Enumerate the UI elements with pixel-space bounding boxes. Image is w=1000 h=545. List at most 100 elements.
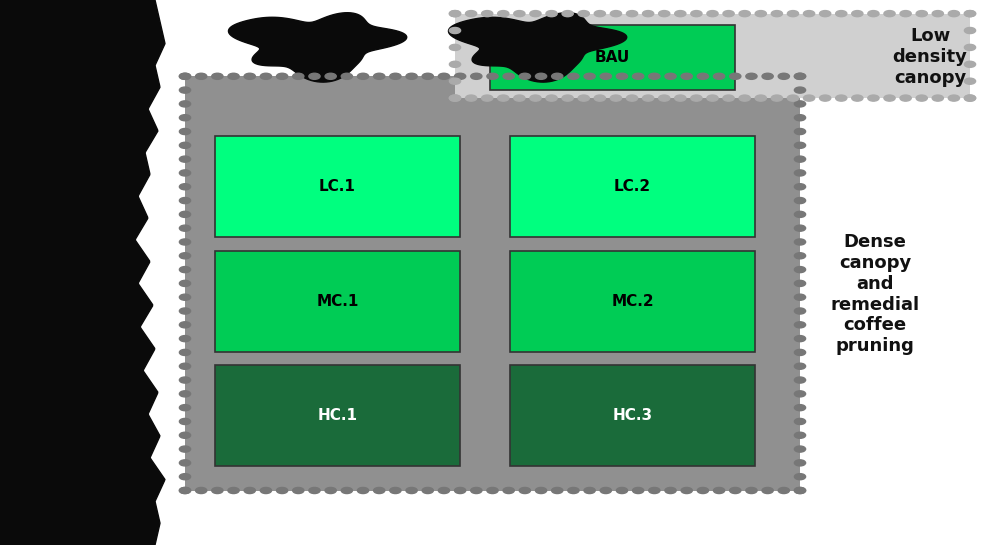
Circle shape [820, 95, 831, 101]
Circle shape [762, 487, 773, 494]
Circle shape [179, 377, 191, 383]
Circle shape [755, 95, 766, 101]
Circle shape [179, 156, 191, 162]
Circle shape [228, 487, 239, 494]
Circle shape [179, 114, 191, 121]
Circle shape [179, 487, 191, 494]
Circle shape [179, 129, 191, 135]
Circle shape [449, 61, 461, 68]
Circle shape [498, 95, 509, 101]
Circle shape [964, 95, 976, 101]
Circle shape [633, 487, 644, 494]
Circle shape [374, 487, 385, 494]
Circle shape [179, 197, 191, 204]
Circle shape [179, 432, 191, 438]
Circle shape [341, 487, 352, 494]
Circle shape [471, 487, 482, 494]
Circle shape [244, 487, 255, 494]
Circle shape [179, 419, 191, 425]
Circle shape [778, 487, 789, 494]
Circle shape [626, 10, 638, 17]
Circle shape [422, 73, 433, 80]
Circle shape [659, 10, 670, 17]
Circle shape [730, 487, 741, 494]
Circle shape [948, 95, 960, 101]
Circle shape [643, 95, 654, 101]
Circle shape [179, 225, 191, 231]
Circle shape [455, 487, 466, 494]
Circle shape [794, 446, 806, 452]
Circle shape [179, 336, 191, 342]
Circle shape [179, 391, 191, 397]
Circle shape [794, 225, 806, 231]
Bar [490, 25, 735, 90]
Circle shape [406, 73, 417, 80]
Circle shape [309, 487, 320, 494]
Circle shape [449, 44, 461, 51]
Circle shape [600, 487, 611, 494]
Circle shape [916, 95, 927, 101]
Text: Low
density
canopy: Low density canopy [893, 27, 967, 87]
Circle shape [794, 73, 806, 80]
Circle shape [179, 363, 191, 370]
Circle shape [755, 10, 766, 17]
Circle shape [260, 487, 272, 494]
Circle shape [794, 280, 806, 287]
Circle shape [514, 10, 525, 17]
Circle shape [852, 10, 863, 17]
Circle shape [179, 239, 191, 245]
Circle shape [659, 95, 670, 101]
Circle shape [771, 95, 782, 101]
Circle shape [681, 487, 692, 494]
Circle shape [562, 10, 573, 17]
Circle shape [916, 10, 927, 17]
Bar [455, 14, 970, 98]
Circle shape [643, 10, 654, 17]
Text: HC.1: HC.1 [318, 408, 358, 423]
Text: MC.2: MC.2 [611, 294, 654, 308]
Circle shape [325, 73, 336, 80]
Polygon shape [228, 13, 407, 82]
Circle shape [884, 95, 895, 101]
Circle shape [179, 73, 191, 80]
Circle shape [820, 10, 831, 17]
Circle shape [665, 73, 676, 80]
Bar [510, 365, 755, 466]
Circle shape [594, 95, 605, 101]
Circle shape [179, 308, 191, 314]
Circle shape [884, 10, 895, 17]
Text: Dense
canopy
and
remedial
coffee
pruning: Dense canopy and remedial coffee pruning [830, 233, 920, 355]
Circle shape [179, 294, 191, 300]
Circle shape [487, 487, 498, 494]
Circle shape [868, 95, 879, 101]
Circle shape [964, 61, 976, 68]
Circle shape [584, 73, 595, 80]
Circle shape [244, 73, 255, 80]
Circle shape [584, 487, 595, 494]
Circle shape [179, 87, 191, 93]
Circle shape [465, 10, 477, 17]
Circle shape [836, 10, 847, 17]
Circle shape [794, 211, 806, 217]
Circle shape [530, 95, 541, 101]
Circle shape [948, 10, 960, 17]
Circle shape [610, 95, 622, 101]
Circle shape [179, 404, 191, 411]
Circle shape [794, 460, 806, 466]
Circle shape [562, 95, 573, 101]
Circle shape [568, 73, 579, 80]
Circle shape [228, 73, 239, 80]
Circle shape [794, 349, 806, 355]
Circle shape [964, 78, 976, 84]
Circle shape [778, 73, 789, 80]
Circle shape [713, 487, 725, 494]
Circle shape [179, 487, 191, 494]
Circle shape [787, 95, 799, 101]
Circle shape [794, 253, 806, 259]
Text: BAU: BAU [595, 50, 630, 65]
Circle shape [449, 10, 461, 17]
Circle shape [675, 10, 686, 17]
Circle shape [932, 95, 943, 101]
Bar [510, 251, 755, 352]
Circle shape [293, 73, 304, 80]
